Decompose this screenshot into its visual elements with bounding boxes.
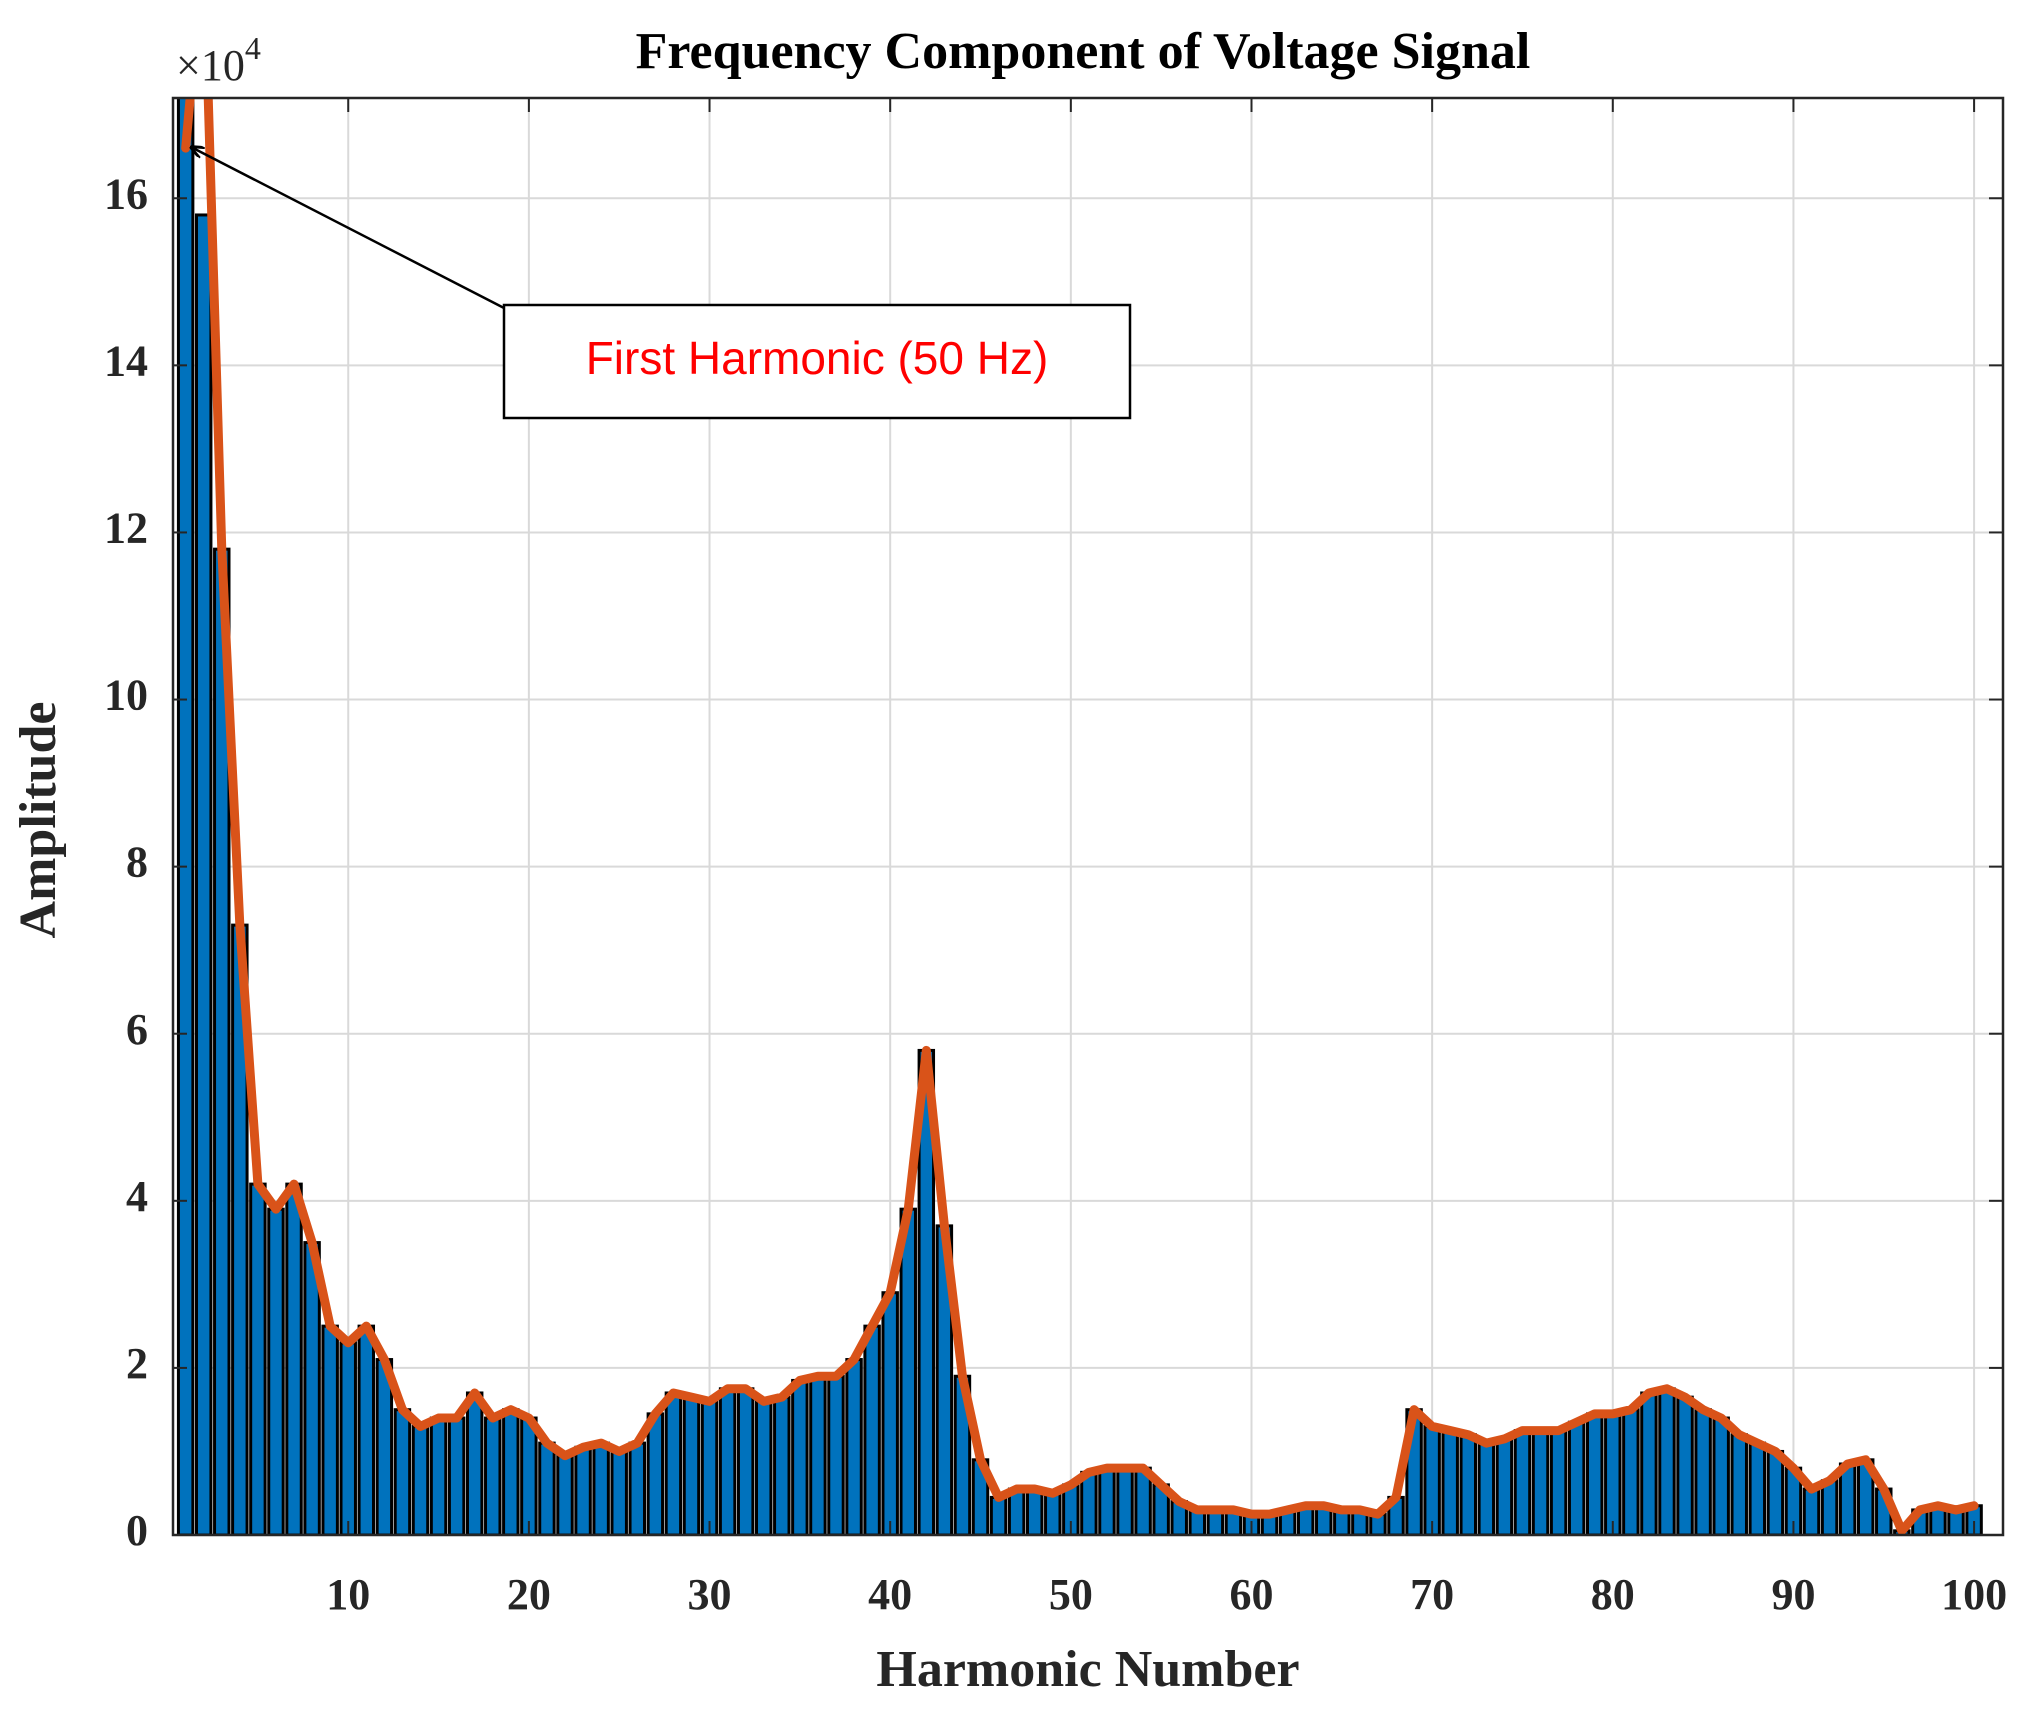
bar	[520, 1416, 538, 1535]
y-tick-label: 0	[126, 1506, 148, 1555]
bar	[1802, 1487, 1821, 1535]
y-multiplier-exponent: 4	[245, 30, 261, 66]
bar	[881, 1291, 899, 1535]
bar	[610, 1449, 628, 1535]
bar	[339, 1341, 357, 1535]
y-tick-label: 4	[126, 1172, 148, 1221]
bar	[1694, 1408, 1712, 1535]
lines	[181, 98, 1979, 1535]
bar	[845, 1358, 863, 1535]
bar	[682, 1395, 701, 1535]
bar	[1098, 1466, 1116, 1535]
bar	[484, 1416, 502, 1535]
bar	[791, 1378, 809, 1535]
bar	[1676, 1395, 1694, 1535]
bar	[1820, 1479, 1839, 1535]
bar	[1766, 1449, 1785, 1535]
y-multiplier-base: ×10	[176, 41, 245, 90]
bar	[1531, 1429, 1550, 1535]
bar	[755, 1399, 773, 1535]
bar	[773, 1395, 791, 1535]
x-tick-label: 100	[1941, 1570, 2007, 1619]
line-series	[181, 98, 1979, 1535]
y-axis-label: Amplitude	[10, 702, 67, 939]
bar	[1622, 1408, 1640, 1535]
bar	[809, 1374, 827, 1535]
bar	[863, 1324, 881, 1535]
bar	[538, 1441, 556, 1535]
bar	[249, 1182, 267, 1535]
x-tick-label: 70	[1410, 1570, 1454, 1619]
bar	[628, 1441, 647, 1535]
y-tick-label: 12	[104, 504, 148, 553]
x-tick-label: 20	[507, 1570, 551, 1619]
x-tick-label: 30	[688, 1570, 732, 1619]
annotation-text: First Harmonic (50 Hz)	[586, 332, 1049, 384]
bar	[574, 1445, 592, 1535]
x-tick-label: 50	[1049, 1570, 1093, 1619]
y-tick-label: 6	[126, 1005, 148, 1054]
y-multiplier: ×104	[176, 30, 261, 90]
x-tick-label: 10	[326, 1570, 370, 1619]
bar	[1044, 1491, 1062, 1535]
bar	[700, 1399, 719, 1535]
y-tick-label: 16	[104, 169, 148, 218]
bar	[899, 1207, 917, 1535]
x-axis-label: Harmonic Number	[876, 1641, 1299, 1698]
bar	[357, 1324, 376, 1535]
y-tick-label: 14	[104, 336, 148, 385]
bar	[1567, 1420, 1586, 1535]
bar	[411, 1424, 430, 1535]
bar	[556, 1454, 574, 1535]
x-tick-label: 80	[1591, 1570, 1635, 1619]
annotation-arrow	[191, 147, 505, 310]
bar	[1025, 1487, 1044, 1535]
bar	[646, 1412, 665, 1535]
bar	[194, 213, 213, 1535]
annotation-box	[502, 303, 1132, 420]
bar	[321, 1324, 339, 1535]
bar	[1459, 1433, 1477, 1535]
bar	[465, 1391, 484, 1535]
y-tick-label: 2	[126, 1339, 148, 1388]
bar	[447, 1416, 466, 1535]
bar	[1640, 1391, 1658, 1535]
bar	[429, 1416, 448, 1535]
bar	[1730, 1433, 1748, 1535]
bar	[393, 1408, 412, 1535]
bar	[1549, 1429, 1568, 1535]
bar	[267, 1207, 285, 1535]
bar	[1604, 1412, 1622, 1535]
y-tick-label: 8	[126, 838, 148, 887]
bar	[1495, 1437, 1514, 1535]
x-tick-label: 60	[1229, 1570, 1273, 1619]
bar	[176, 98, 195, 1535]
bar	[718, 1387, 737, 1535]
bar	[592, 1441, 610, 1535]
bar	[502, 1408, 520, 1535]
y-tick-label: 10	[104, 671, 148, 720]
x-tick-label: 90	[1771, 1570, 1815, 1619]
bar	[1513, 1429, 1532, 1535]
bar	[1586, 1412, 1604, 1535]
bar	[1080, 1470, 1098, 1535]
bar	[285, 1182, 303, 1535]
x-tick-label: 40	[868, 1570, 912, 1619]
axes-box	[171, 96, 2005, 1537]
bar	[1423, 1424, 1441, 1535]
bar	[736, 1387, 755, 1535]
bar	[1712, 1416, 1730, 1535]
bar	[1441, 1429, 1459, 1535]
bar	[827, 1374, 845, 1535]
bar	[1116, 1466, 1134, 1535]
chart-title: Frequency Component of Voltage Signal	[636, 23, 1531, 80]
bar	[664, 1391, 683, 1535]
bar	[1658, 1387, 1676, 1535]
bar	[989, 1495, 1008, 1535]
bar	[1748, 1441, 1767, 1535]
bar	[1477, 1441, 1496, 1535]
axes: 10 20 30 40 50 60 70 80 90 100 0 2 4 6 8 10 12 14 16	[104, 96, 2007, 1619]
